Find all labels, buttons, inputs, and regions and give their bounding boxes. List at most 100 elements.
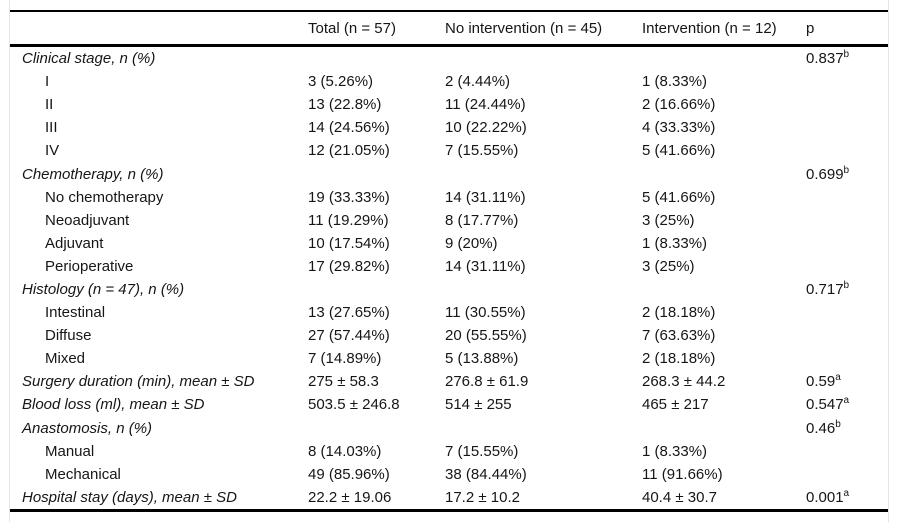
cell-no-intervention: 38 (84.44%) <box>445 465 527 483</box>
cell-total: 17 (29.82%) <box>308 257 390 275</box>
cell-p: 0.59a <box>806 370 888 393</box>
cell-no-intervention: 7 (15.55%) <box>445 442 519 460</box>
cell-no-intervention: 5 (13.88%) <box>445 350 519 368</box>
p-number: 0.59 <box>806 373 836 391</box>
p-superscript: b <box>835 418 841 430</box>
table-row-adjuvant: Adjuvant 10 (17.54%) 9 (20%) 1 (8.33%) <box>10 232 888 255</box>
row-label: Chemotherapy, n (%) <box>22 165 164 183</box>
p-number: 0.46 <box>806 419 836 437</box>
cell-p: 0.001a <box>806 486 888 511</box>
table-row-manual: Manual 8 (14.03%) 7 (15.55%) 1 (8.33%) <box>10 440 888 463</box>
cell-total: 19 (33.33%) <box>308 188 390 206</box>
cell-intervention: 2 (18.18%) <box>642 304 716 322</box>
cell-no-intervention: 8 (17.77%) <box>445 211 519 229</box>
cell-total <box>308 46 445 71</box>
row-label: Hospital stay (days), mean ± SD <box>22 488 237 506</box>
table-row-blood-loss: Blood loss (ml), mean ± SD 503.5 ± 246.8… <box>10 393 888 416</box>
cell-total: 503.5 ± 246.8 <box>308 396 400 414</box>
cell-intervention: 2 (18.18%) <box>642 350 716 368</box>
cell-p: 0.46b <box>806 417 888 440</box>
cell-p <box>806 93 888 116</box>
row-label: Neoadjuvant <box>45 211 130 229</box>
table-row-clinical-stage: Clinical stage, n (%) 0.837b <box>10 46 888 71</box>
table-row-no-chemotherapy: No chemotherapy 19 (33.33%) 14 (31.11%) … <box>10 186 888 209</box>
p-superscript: a <box>843 395 850 407</box>
cell-no-intervention <box>445 46 642 71</box>
cell-total: 13 (27.65%) <box>308 304 390 322</box>
cell-total: 8 (14.03%) <box>308 442 382 460</box>
cell-total: 27 (57.44%) <box>308 327 390 345</box>
cell-p <box>806 301 888 324</box>
cell-no-intervention: 17.2 ± 10.2 <box>445 488 520 506</box>
header-label <box>10 11 308 47</box>
row-label: III <box>45 119 58 137</box>
cell-p <box>806 70 888 93</box>
cell-total: 14 (24.56%) <box>308 119 390 137</box>
cell-no-intervention: 7 (15.55%) <box>445 142 519 160</box>
cell-total: 10 (17.54%) <box>308 234 390 252</box>
cell-total: 3 (5.26%) <box>308 73 374 91</box>
cell-intervention <box>642 417 806 440</box>
cell-total: 7 (14.89%) <box>308 350 382 368</box>
cell-no-intervention <box>445 278 642 301</box>
row-label: Mechanical <box>45 465 121 483</box>
header-total: Total (n = 57) <box>308 11 445 47</box>
cell-intervention: 11 (91.66%) <box>642 465 723 483</box>
table-row-anastomosis: Anastomosis, n (%) 0.46b <box>10 417 888 440</box>
cell-intervention <box>642 278 806 301</box>
cell-no-intervention: 276.8 ± 61.9 <box>445 373 529 391</box>
cell-no-intervention <box>445 417 642 440</box>
cell-p <box>806 324 888 347</box>
table-row-stage-3: III 14 (24.56%) 10 (22.22%) 4 (33.33%) <box>10 116 888 139</box>
cell-intervention <box>642 46 806 71</box>
cell-total: 49 (85.96%) <box>308 465 390 483</box>
row-label: Anastomosis, n (%) <box>22 419 153 437</box>
cell-p: 0.717b <box>806 278 888 301</box>
row-label: Diffuse <box>45 327 92 345</box>
p-number: 0.717 <box>806 280 844 298</box>
cell-no-intervention: 10 (22.22%) <box>445 119 527 137</box>
p-superscript: a <box>835 372 841 384</box>
cell-intervention: 3 (25%) <box>642 211 695 229</box>
cell-p <box>806 440 888 463</box>
row-label: No chemotherapy <box>45 188 164 206</box>
table-header: Total (n = 57) No intervention (n = 45) … <box>10 11 888 47</box>
cell-intervention: 465 ± 217 <box>642 396 709 414</box>
cell-p <box>806 186 888 209</box>
table-row-stage-2: II 13 (22.8%) 11 (24.44%) 2 (16.66%) <box>10 93 888 116</box>
cell-intervention: 4 (33.33%) <box>642 119 716 137</box>
row-label: Intestinal <box>45 304 106 322</box>
table-row-stage-4: IV 12 (21.05%) 7 (15.55%) 5 (41.66%) <box>10 139 888 162</box>
row-label: Perioperative <box>45 257 134 275</box>
cell-intervention: 268.3 ± 44.2 <box>642 373 726 391</box>
table-row-perioperative: Perioperative 17 (29.82%) 14 (31.11%) 3 … <box>10 255 888 278</box>
table-row-diffuse: Diffuse 27 (57.44%) 20 (55.55%) 7 (63.63… <box>10 324 888 347</box>
cell-p <box>806 255 888 278</box>
p-superscript: b <box>843 164 850 176</box>
row-label: Manual <box>45 442 95 460</box>
cell-p: 0.547a <box>806 393 888 416</box>
cell-p: 0.699b <box>806 162 888 185</box>
cell-total: 12 (21.05%) <box>308 142 390 160</box>
cell-intervention: 3 (25%) <box>642 257 695 275</box>
cell-intervention <box>642 162 806 185</box>
cell-p: 0.837b <box>806 46 888 71</box>
cell-p <box>806 232 888 255</box>
row-label: Mixed <box>45 350 86 368</box>
cell-intervention: 40.4 ± 30.7 <box>642 488 717 506</box>
cell-no-intervention: 9 (20%) <box>445 234 498 252</box>
table-row-intestinal: Intestinal 13 (27.65%) 11 (30.55%) 2 (18… <box>10 301 888 324</box>
row-label: Surgery duration (min), mean ± SD <box>22 373 255 391</box>
cell-p <box>806 463 888 486</box>
cell-intervention: 2 (16.66%) <box>642 96 716 114</box>
cell-total <box>308 417 445 440</box>
cell-p <box>806 347 888 370</box>
table-row-surgery-duration: Surgery duration (min), mean ± SD 275 ± … <box>10 370 888 393</box>
p-number: 0.547 <box>806 396 844 414</box>
cell-total: 13 (22.8%) <box>308 96 382 114</box>
p-number: 0.699 <box>806 165 844 183</box>
cell-no-intervention: 514 ± 255 <box>445 396 512 414</box>
cell-total <box>308 162 445 185</box>
cell-p <box>806 116 888 139</box>
page-sheet: Total (n = 57) No intervention (n = 45) … <box>9 0 889 522</box>
